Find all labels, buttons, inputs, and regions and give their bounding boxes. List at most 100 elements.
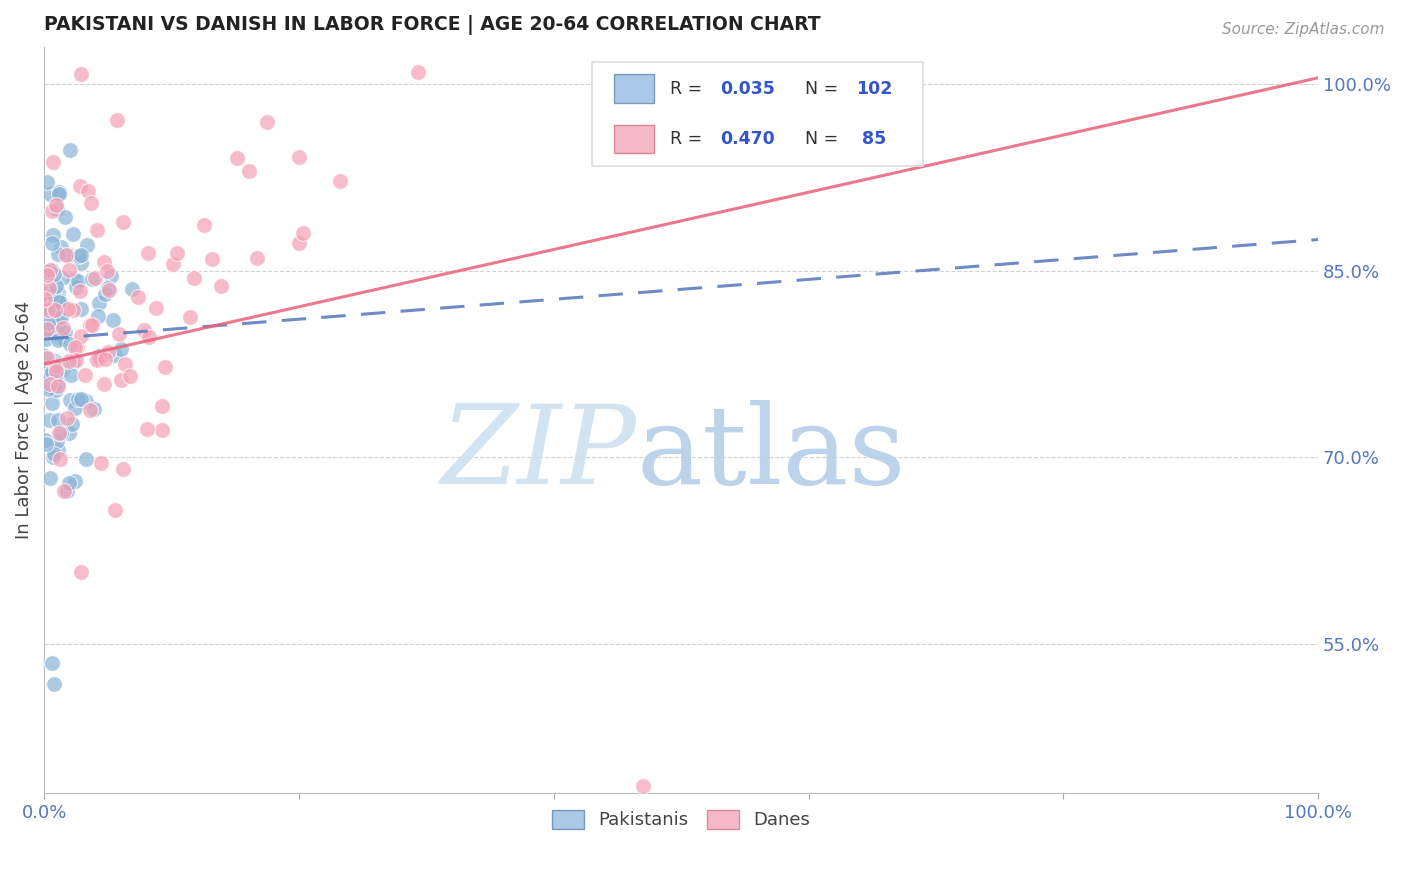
- Point: [48, 246, 70, 260]
- Point: [44, 267, 66, 281]
- Point: [76, 237, 98, 252]
- Point: [48, 293, 70, 307]
- Point: [44, 353, 66, 368]
- Point: [80, 272, 103, 286]
- Point: [35, 368, 58, 383]
- Point: [108, 327, 131, 342]
- Point: [80, 196, 103, 211]
- Point: [100, 269, 122, 284]
- Point: [75, 451, 97, 466]
- Point: [45, 318, 67, 333]
- Point: [41, 228, 63, 243]
- Point: [39, 471, 62, 485]
- Point: [35, 436, 58, 450]
- Point: [48, 451, 70, 466]
- Point: [45, 278, 67, 293]
- Point: [97, 280, 120, 294]
- Point: [132, 323, 155, 337]
- Point: [51, 363, 73, 377]
- Point: [238, 164, 260, 178]
- Point: [145, 301, 167, 315]
- Point: [44, 378, 66, 392]
- Point: [69, 284, 91, 298]
- Point: [58, 248, 80, 262]
- Point: [45, 198, 67, 212]
- Point: [73, 368, 96, 382]
- Point: [38, 413, 60, 427]
- Point: [62, 417, 84, 431]
- FancyBboxPatch shape: [613, 125, 654, 153]
- Point: [35, 351, 58, 366]
- Point: [46, 333, 69, 347]
- Point: [34, 364, 56, 378]
- Point: [62, 302, 84, 317]
- Point: [39, 186, 62, 201]
- Point: [59, 392, 82, 407]
- Point: [70, 566, 93, 580]
- Point: [136, 421, 159, 435]
- Point: [136, 245, 159, 260]
- Text: PAKISTANI VS DANISH IN LABOR FORCE | AGE 20-64 CORRELATION CHART: PAKISTANI VS DANISH IN LABOR FORCE | AGE…: [44, 15, 821, 35]
- Point: [69, 392, 91, 406]
- Point: [53, 211, 76, 225]
- Point: [118, 369, 141, 384]
- Point: [38, 263, 60, 277]
- Point: [39, 380, 62, 394]
- Point: [110, 373, 132, 387]
- Point: [58, 301, 80, 316]
- Point: [79, 318, 101, 332]
- Point: [41, 203, 63, 218]
- Point: [46, 379, 69, 393]
- Point: [66, 340, 89, 354]
- Point: [37, 317, 59, 331]
- Point: [37, 303, 59, 318]
- Point: [114, 357, 136, 371]
- Point: [70, 248, 93, 262]
- Point: [45, 368, 67, 382]
- Point: [53, 325, 76, 339]
- Point: [63, 401, 86, 415]
- Point: [52, 321, 75, 335]
- Point: [150, 400, 173, 414]
- Point: [162, 257, 184, 271]
- Point: [42, 447, 65, 461]
- Point: [46, 286, 69, 301]
- Point: [287, 150, 309, 164]
- Point: [46, 412, 69, 426]
- Point: [34, 349, 56, 363]
- Point: [98, 283, 121, 297]
- Point: [70, 255, 93, 269]
- Point: [631, 779, 654, 793]
- Point: [193, 219, 215, 233]
- Point: [65, 280, 87, 294]
- Text: N =: N =: [804, 79, 844, 97]
- Point: [83, 401, 105, 416]
- Point: [38, 294, 60, 309]
- Point: [60, 368, 83, 382]
- Point: [87, 349, 110, 363]
- Point: [62, 355, 84, 369]
- Point: [41, 235, 63, 250]
- Point: [225, 152, 247, 166]
- Point: [70, 329, 93, 343]
- Text: Source: ZipAtlas.com: Source: ZipAtlas.com: [1222, 22, 1385, 37]
- Point: [288, 235, 311, 250]
- Point: [93, 377, 115, 392]
- Point: [51, 271, 73, 285]
- Point: [63, 474, 86, 488]
- Point: [69, 178, 91, 193]
- Point: [89, 351, 111, 365]
- Text: N =: N =: [804, 130, 844, 148]
- Point: [83, 270, 105, 285]
- Point: [37, 264, 59, 278]
- Point: [65, 340, 87, 354]
- Point: [121, 281, 143, 295]
- Text: R =: R =: [669, 130, 707, 148]
- FancyBboxPatch shape: [613, 74, 654, 103]
- Point: [101, 313, 124, 327]
- Point: [46, 442, 69, 457]
- Point: [256, 115, 278, 129]
- Y-axis label: In Labor Force | Age 20-64: In Labor Force | Age 20-64: [15, 301, 32, 539]
- Point: [201, 252, 224, 266]
- Point: [104, 348, 127, 362]
